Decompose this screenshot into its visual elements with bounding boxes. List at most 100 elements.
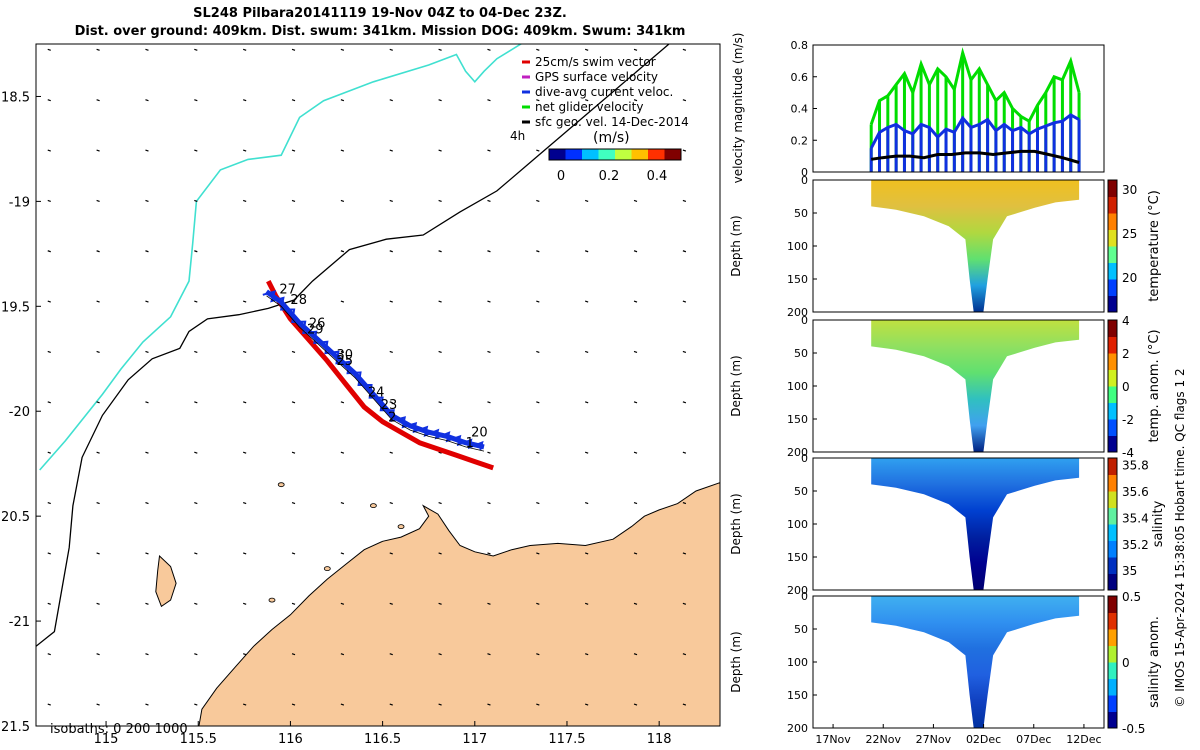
current-arrow [242,48,247,51]
legend-label: net glider velocity [535,100,643,114]
y-tick-label: -21 [9,615,30,630]
current-arrow [47,199,51,202]
current-arrow [584,451,589,454]
y-tick-label: 0 [801,174,808,187]
current-arrow [487,451,491,454]
y-tick-label: 0 [801,452,808,465]
colorbar-tick-label: 0.4 [647,169,668,184]
current-arrow [438,149,442,152]
track-day-label: 24 [368,386,385,401]
isobath-line [36,44,671,647]
track-day-label: 23 [381,398,398,413]
current-arrow [145,149,149,152]
current-arrow [291,350,296,354]
current-arrow [194,501,198,505]
colorbar-swatch [1108,458,1117,475]
current-arrow [732,301,735,302]
colorbar-tick-label: 4 [1122,314,1130,328]
current-arrow [584,99,589,102]
colorbar-swatch [1108,369,1117,387]
current-arrow [389,703,393,706]
current-arrow [682,451,687,454]
y-tick-label: 0.2 [791,134,809,147]
current-arrow [242,501,247,505]
colorbar-tick-label: 35 [1122,564,1137,578]
current-arrow [438,401,442,404]
series-line [870,149,1080,164]
current-arrow [47,250,51,253]
current-arrow [536,451,540,454]
current-arrow [47,602,51,605]
current-arrow [633,552,638,555]
current-arrow [96,350,100,354]
current-arrow [340,653,345,656]
current-arrow [145,250,149,253]
figure-title-line1: SL248 Pilbara20141119 19-Nov 04Z to 04-D… [193,6,567,21]
colorbar-frame [1107,595,1118,729]
current-arrow [194,149,198,152]
current-arrow [47,48,51,51]
y-tick-label: 0 [801,314,808,327]
current-arrow [242,552,247,555]
current-arrow [194,451,198,454]
current-arrow [389,250,393,253]
current-arrow [96,552,100,555]
current-arrow [633,250,638,253]
current-arrow [194,250,198,253]
colorbar-swatch [549,149,566,160]
current-arrow [682,501,687,505]
y-tick-label: 150 [787,413,808,426]
colorbar-swatch [1108,180,1117,197]
current-arrow [242,350,247,354]
current-arrow [487,199,491,202]
colorbar-swatch [1108,695,1117,712]
track-day-label: 20 [471,425,488,440]
current-arrow [194,602,198,605]
current-arrow [732,603,735,604]
y-axis-label: velocity magnitude (m/s) [731,33,745,184]
x-tick-label: 118 [647,732,672,747]
figure-title-line2: Dist. over ground: 409km. Dist. swum: 34… [74,24,686,39]
colorbar-tick-label: -0.5 [1122,722,1145,736]
field-fill [871,320,1080,452]
current-arrow [145,350,149,354]
y-tick-label: 21.5 [1,720,30,735]
current-arrow [633,99,638,102]
current-arrow [96,401,100,404]
current-arrow [291,99,296,102]
colorbar-swatch [582,149,599,160]
field-fill [871,458,1080,590]
current-arrow [340,300,345,303]
current-arrow [682,703,687,706]
current-arrow [487,300,491,303]
field-fill [871,596,1080,728]
temp-anom-panel: 0 50 100 150 200 Depth (m) -4 -2 0 2 4 temp. anom. … [729,314,1162,460]
current-arrow [584,199,589,202]
colorbar-label: salinity anom. [1147,616,1162,708]
current-arrow [682,300,687,303]
current-arrow [47,99,51,102]
y-tick-label: 100 [787,380,808,393]
x-tick-label: 22Nov [866,733,902,746]
temperature-panel: 0 50 100 150 200 Depth (m) 20 25 30 temperature (… [729,174,1162,319]
current-arrow [340,501,345,505]
track-day-label: 1 [466,436,474,451]
current-arrow [487,602,491,605]
colorbar-tick-label: 25 [1122,227,1137,241]
y-axis-label: Depth (m) [729,355,743,416]
current-arrow [633,401,638,404]
current-arrow [536,602,540,605]
colorbar-swatch [631,149,649,160]
velocity-panel: 0 0.2 0.4 0.6 0.8 velocity magnitude (m/s) [731,33,1105,184]
current-arrow [291,653,296,656]
colorbar-swatch [1108,402,1117,420]
current-arrow [633,501,638,505]
current-arrow [340,552,345,555]
y-tick-label: 0 [801,166,808,179]
current-arrow [732,452,735,453]
current-arrow [145,99,149,102]
colorbar-tick-label: 2 [1122,347,1130,361]
current-arrow [340,703,345,706]
current-arrow [438,653,442,656]
